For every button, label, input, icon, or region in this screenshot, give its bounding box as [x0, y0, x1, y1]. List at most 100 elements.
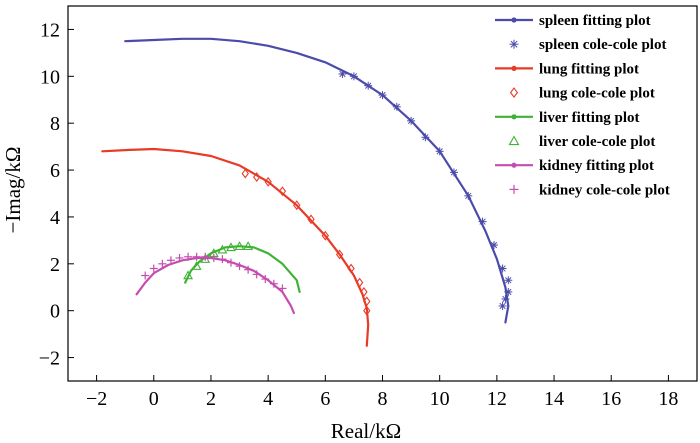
data-point	[278, 284, 287, 293]
x-tick-label: 10	[430, 388, 450, 410]
x-tick-label: 8	[378, 388, 388, 410]
x-tick-label: 4	[263, 388, 273, 410]
data-point	[435, 147, 444, 156]
series-lung-cole-cole-plot	[241, 168, 371, 316]
legend-item-liver-cole-cole-plot: liver cole-cole plot	[508, 134, 655, 150]
data-point	[490, 241, 499, 250]
legend-label: spleen cole-cole plot	[539, 37, 666, 53]
data-point	[218, 255, 227, 264]
data-point	[175, 253, 184, 262]
series-layer	[101, 37, 513, 347]
data-point	[243, 241, 254, 250]
data-point	[252, 270, 261, 279]
legend-swatch	[509, 87, 519, 99]
data-point	[269, 279, 278, 288]
data-point	[338, 69, 347, 78]
legend-label: lung fitting plot	[539, 61, 639, 77]
series-spleen-cole-cole-plot	[338, 69, 513, 310]
x-tick-label: 12	[487, 388, 507, 410]
data-point	[183, 270, 194, 280]
data-point	[293, 200, 301, 211]
y-tick-label: 8	[50, 113, 60, 135]
legend-swatch-dot	[511, 162, 517, 168]
data-point	[321, 230, 330, 241]
data-point	[478, 217, 487, 226]
data-point	[498, 302, 507, 310]
legend: spleen fitting plot spleen cole-cole plot…	[495, 13, 670, 198]
y-tick-label: 4	[50, 207, 60, 229]
data-point	[363, 296, 371, 307]
data-point	[235, 262, 244, 271]
data-point	[201, 252, 210, 261]
y-tick-label: 12	[40, 19, 60, 41]
legend-item-liver-fitting-plot: liver fitting plot	[495, 110, 640, 126]
legend-swatch-dot	[511, 17, 517, 23]
data-point	[192, 252, 201, 261]
data-point	[234, 241, 245, 250]
data-point	[226, 258, 235, 267]
series-kidney-fitting-plot	[135, 256, 295, 315]
data-point	[392, 102, 401, 111]
series-kidney-cole-cole-plot	[141, 252, 287, 293]
legend-label: spleen fitting plot	[539, 13, 651, 29]
data-point	[449, 168, 458, 177]
legend-item-spleen-fitting-plot: spleen fitting plot	[495, 13, 651, 29]
series-line	[184, 245, 301, 293]
data-point	[347, 263, 355, 274]
data-point	[363, 305, 371, 316]
legend-label: liver fitting plot	[539, 110, 640, 126]
data-point	[364, 81, 373, 90]
data-point	[360, 287, 368, 297]
data-point	[191, 261, 202, 270]
legend-label: lung cole-cole plot	[539, 86, 655, 102]
data-point	[217, 244, 228, 254]
legend-item-lung-cole-cole-plot: lung cole-cole plot	[509, 86, 655, 102]
data-point	[278, 186, 287, 197]
data-point	[184, 252, 193, 261]
data-point	[141, 271, 150, 280]
data-point	[307, 214, 315, 225]
y-tick-label: −2	[39, 348, 60, 370]
series-spleen-fitting-plot	[124, 37, 510, 324]
x-tick-label: 6	[320, 388, 330, 410]
data-point	[335, 249, 344, 260]
legend-swatch-dot	[511, 65, 517, 71]
series-line	[124, 37, 510, 324]
series-line	[135, 256, 295, 315]
legend-label: liver cole-cole plot	[539, 134, 655, 150]
x-tick-label: 14	[544, 388, 564, 410]
data-point	[464, 191, 473, 200]
x-axis: −2 0 2 4 6 8 10 12 14 16 18	[86, 375, 678, 410]
legend-item-kidney-fitting-plot: kidney fitting plot	[495, 158, 654, 174]
legend-label: kidney fitting plot	[539, 158, 654, 174]
data-point	[264, 176, 272, 187]
y-tick-label: 0	[50, 301, 60, 323]
data-point	[501, 294, 510, 303]
x-axis-title: Real/kΩ	[331, 419, 401, 443]
data-point	[407, 116, 416, 125]
legend-swatch-dot	[511, 114, 517, 120]
data-point	[504, 287, 513, 296]
x-tick-label: 18	[658, 388, 678, 410]
x-tick-label: −2	[86, 388, 107, 410]
data-point	[504, 276, 513, 285]
y-axis: −2 0 2 4 6 8 10 12	[39, 19, 74, 370]
x-tick-label: 2	[206, 388, 216, 410]
data-point	[158, 259, 167, 268]
legend-item-spleen-cole-cole-plot: spleen cole-cole plot	[509, 37, 666, 53]
legend-item-lung-fitting-plot: lung fitting plot	[495, 61, 639, 77]
legend-swatch	[508, 135, 520, 146]
data-point	[244, 265, 253, 274]
legend-label: kidney cole-cole plot	[539, 182, 670, 198]
y-axis-title: −Imag/kΩ	[1, 147, 25, 234]
data-point	[349, 72, 358, 81]
series-liver-cole-cole-plot	[183, 241, 254, 280]
data-point	[355, 277, 364, 288]
data-point	[378, 91, 387, 100]
series-liver-fitting-plot	[184, 245, 301, 293]
data-point	[498, 264, 507, 273]
data-point	[149, 264, 158, 273]
data-point	[421, 133, 430, 142]
y-tick-label: 10	[40, 66, 60, 88]
